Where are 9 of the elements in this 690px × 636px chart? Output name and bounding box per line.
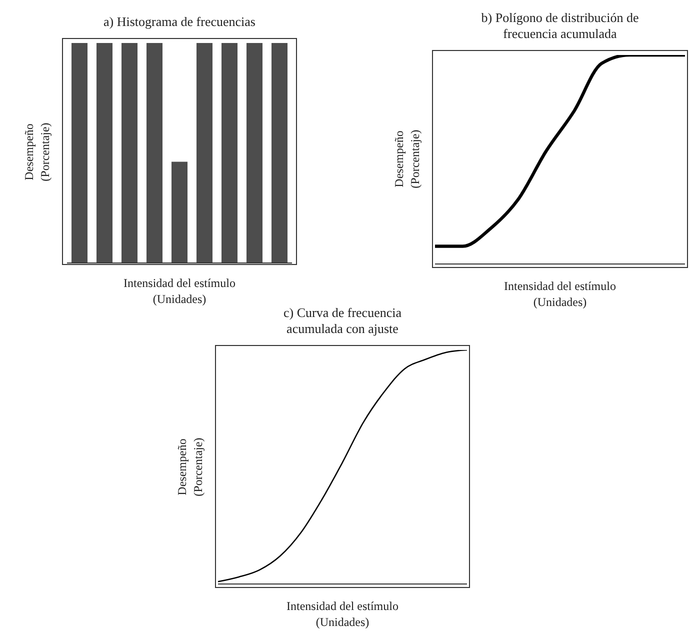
x-axis-title: Intensidad del estímulo (Unidades) [122, 275, 236, 307]
y-axis-title: Desempeño (Porcentaje) [21, 121, 53, 183]
y-axis-title: Desempeño (Porcentaje) [391, 128, 423, 190]
x-axis-title: Intensidad del estímulo (Unidades) [503, 278, 617, 310]
y-axis-title: Desempeño (Porcentaje) [174, 436, 206, 498]
chart-title: a) Histograma de frecuencias [102, 14, 256, 30]
x-axis-title: Intensidad del estímulo (Unidades) [286, 598, 400, 630]
chart-title: c) Curva de frecuencia acumulada con ajuste [282, 305, 402, 337]
chart-title: b) Polígono de distribución de frecuencia acumulada [480, 10, 640, 42]
